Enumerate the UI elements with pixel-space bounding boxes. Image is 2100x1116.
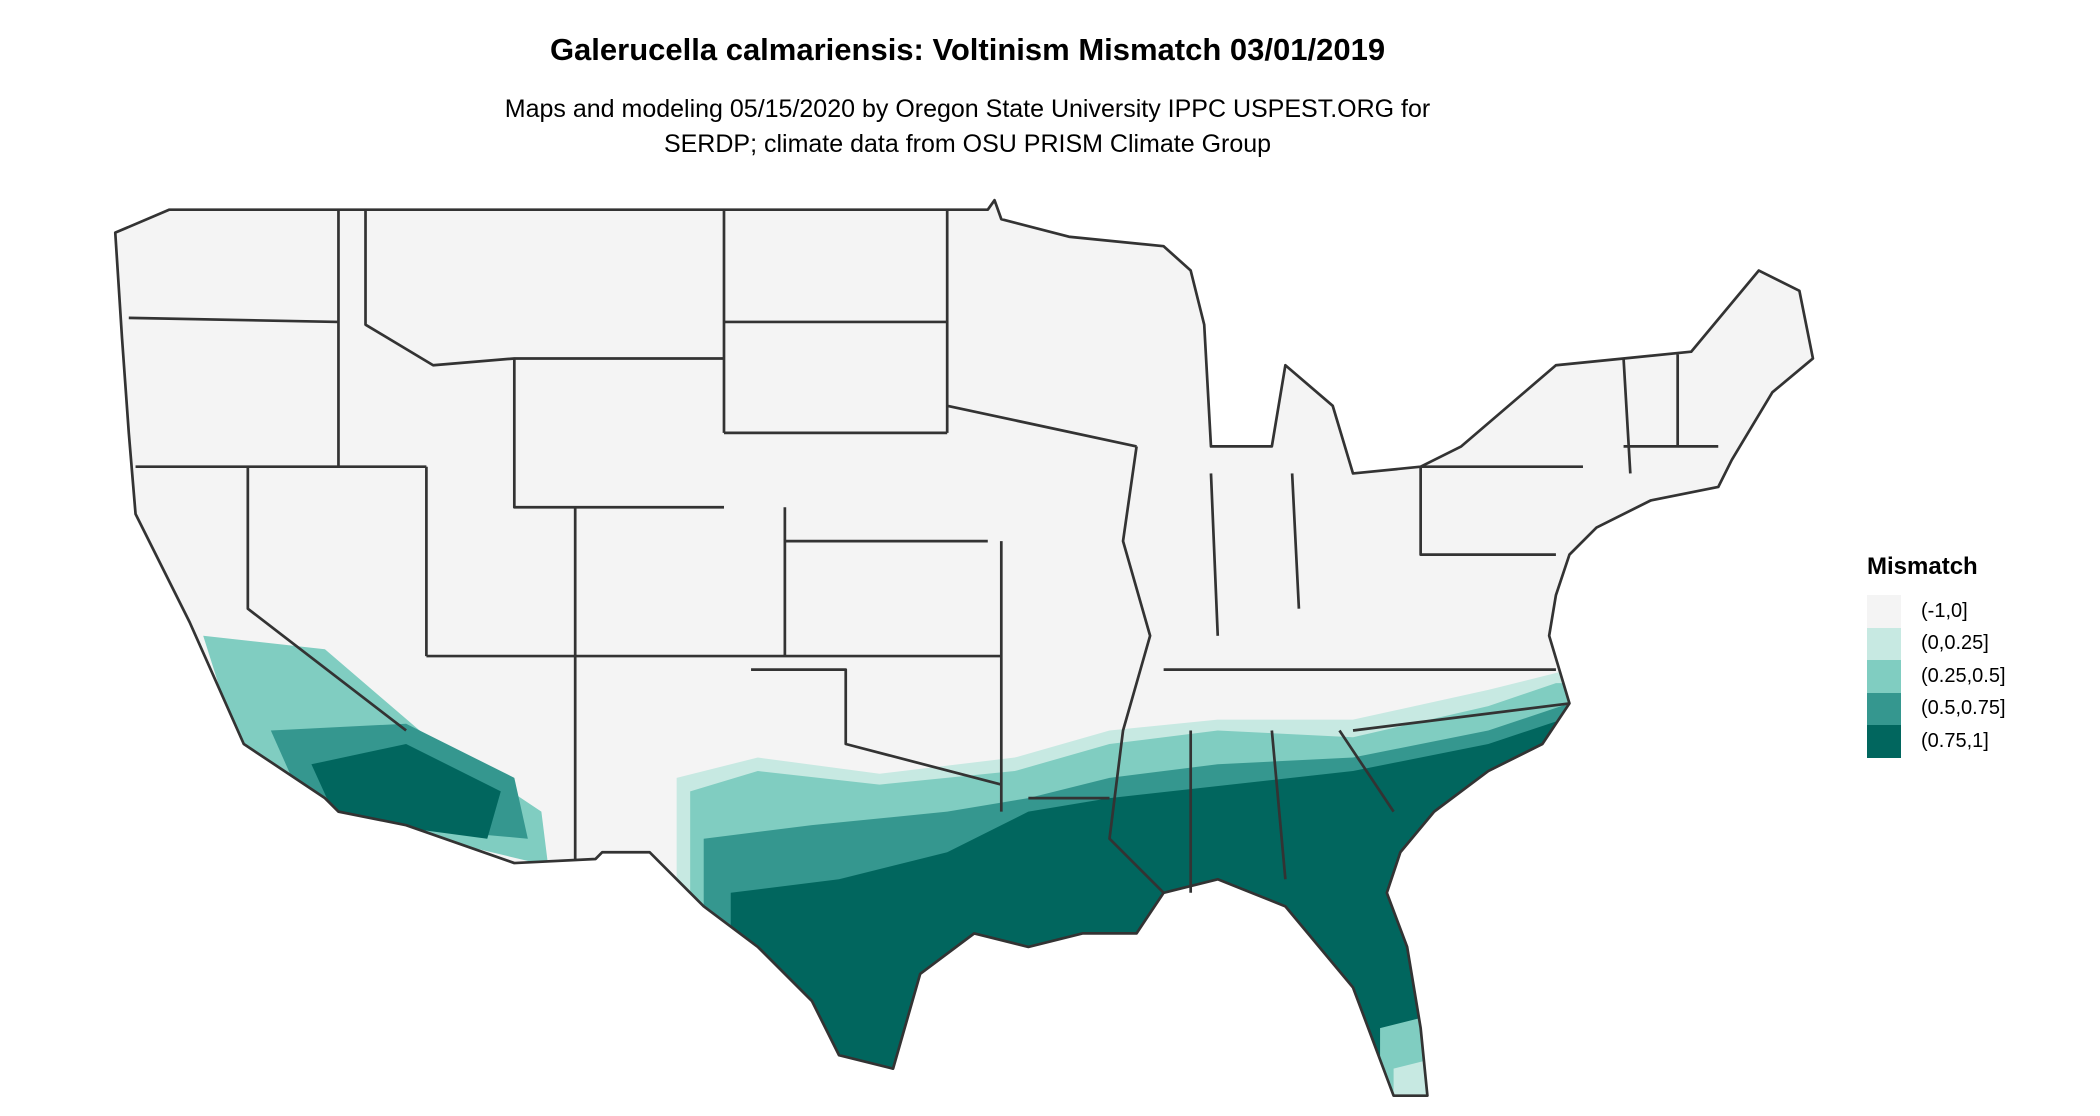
legend-label: (0,0.25] — [1921, 632, 1989, 655]
legend-label: (0.5,0.75] — [1921, 697, 2006, 720]
legend: Mismatch (-1,0] (0,0.25] (0.25,0.5] (0.5… — [1867, 553, 2006, 758]
us-landmass — [115, 200, 1813, 1096]
legend-item: (0.5,0.75] — [1867, 692, 2006, 725]
legend-swatch — [1867, 595, 1901, 628]
legend-label: (0.75,1] — [1921, 729, 1989, 752]
legend-item: (0.75,1] — [1867, 725, 2006, 758]
us-outline — [113, 198, 1815, 1098]
legend-swatch — [1867, 692, 1901, 725]
legend-swatch — [1867, 725, 1901, 758]
legend-item: (0.25,0.5] — [1867, 660, 2006, 693]
state-borders — [113, 198, 1815, 1098]
map-title: Galerucella calmariensis: Voltinism Mism… — [549, 32, 1386, 67]
legend-item: (0,0.25] — [1867, 627, 2006, 660]
legend-item: (-1,0] — [1867, 595, 2006, 628]
legend-swatch — [1867, 627, 1901, 660]
legend-label: (-1,0] — [1921, 599, 1968, 622]
legend-label: (0.25,0.5] — [1921, 664, 2006, 687]
state-line — [128, 209, 1719, 894]
subtitle-line-2: SERDP; climate data from OSU PRISM Clima… — [663, 130, 1272, 158]
legend-title: Mismatch — [1867, 553, 1978, 580]
map-subtitle: Maps and modeling 05/15/2020 by Oregon S… — [0, 92, 1935, 162]
subtitle-line-1: Maps and modeling 05/15/2020 by Oregon S… — [504, 95, 1431, 123]
legend-swatch — [1867, 660, 1901, 693]
